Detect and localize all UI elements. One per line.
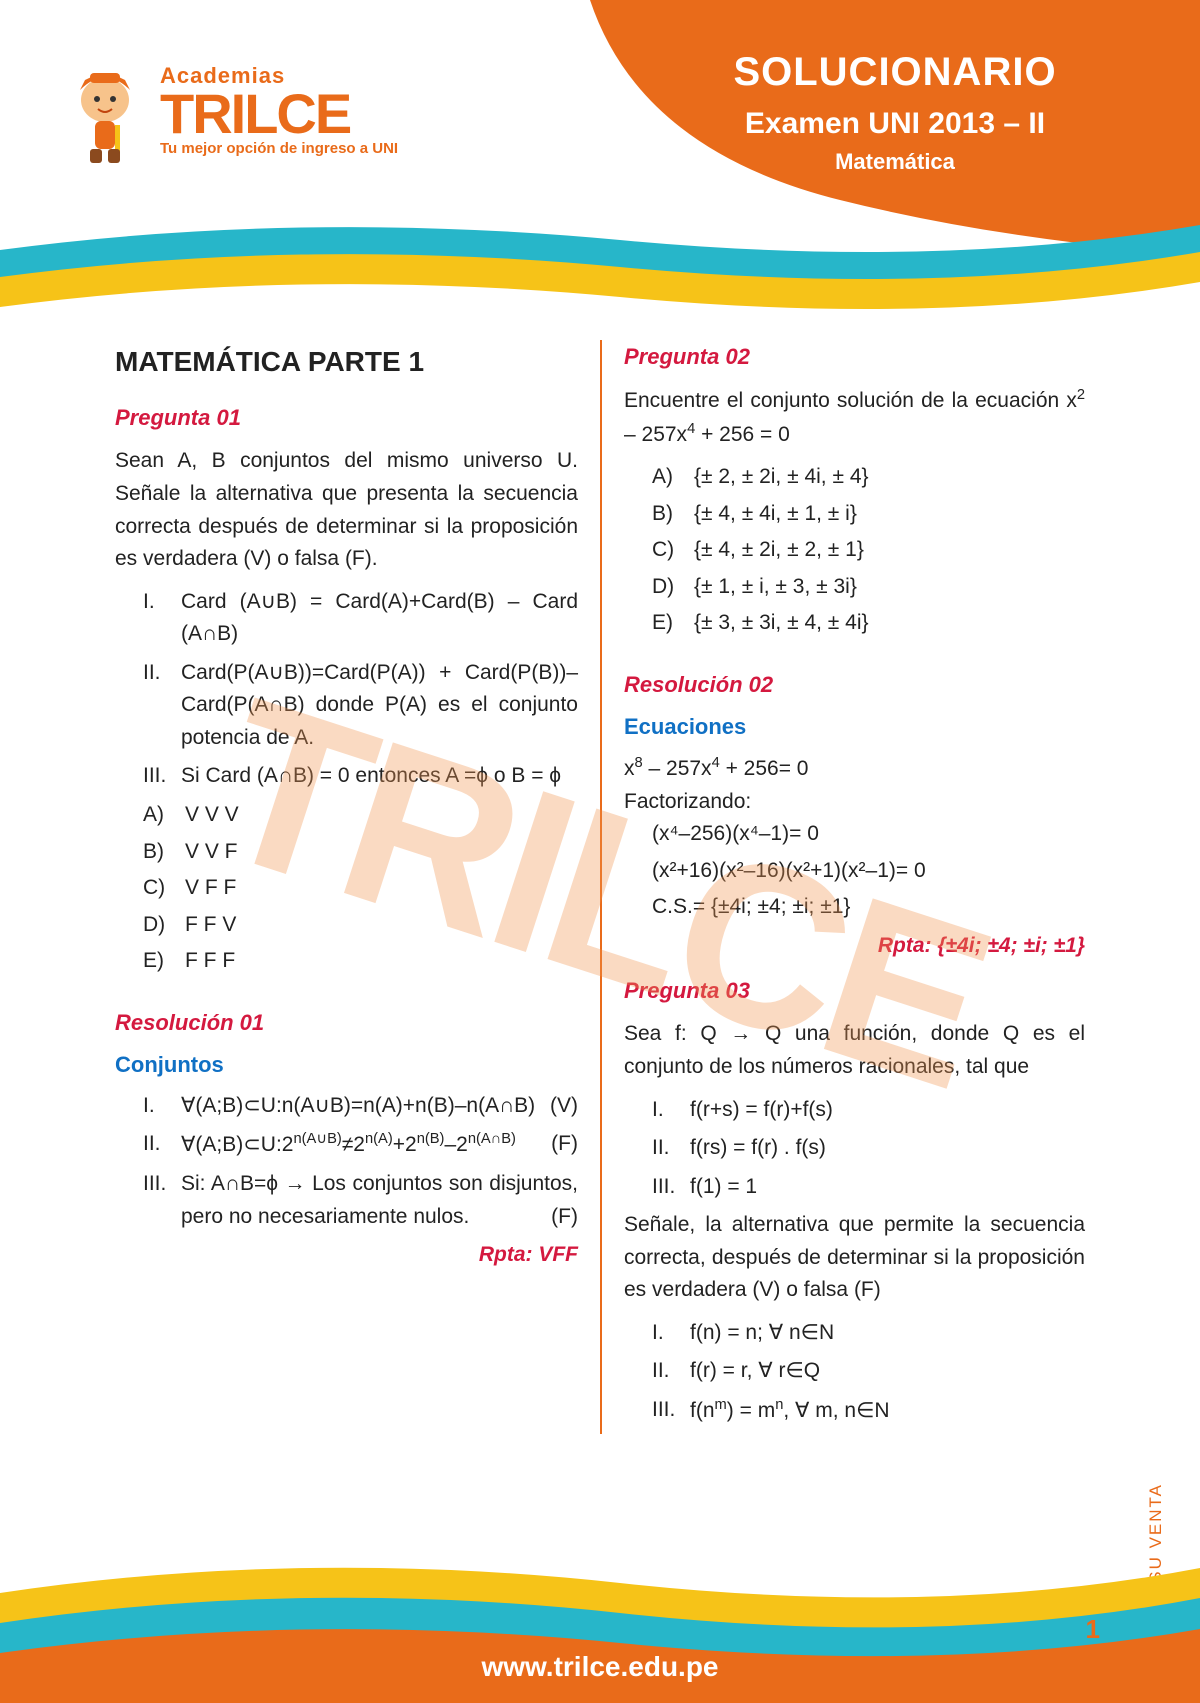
corner-title: SOLUCIONARIO [685,50,1105,95]
resolucion-01-label: Resolución 01 [115,1006,578,1040]
corner-line1: Examen UNI 2013 – II [685,107,1105,141]
corner-text-block: SOLUCIONARIO Examen UNI 2013 – II Matemá… [685,50,1105,175]
p01-opt-a: A)V V V [143,799,578,832]
r02-eq3: (x²+16)(x²–16)(x²+1)(x²–1)= 0 [624,855,1085,888]
pregunta-02-label: Pregunta 02 [624,340,1085,374]
p03-b-ii: II.f(r) = r, ∀ r∈Q [652,1355,1085,1388]
p03-a-i: I.f(r+s) = f(r)+f(s) [652,1094,1085,1127]
r01-item-ii: II. ∀(A;B)⊂U:2n(A∪B)≠2n(A)+2n(B)–2n(A∩B)… [143,1128,578,1162]
r01-rpta: Rpta: VFF [115,1239,578,1272]
p01-alpha-list: A)V V V B)V V F C)V F F D)F F V E)F F F [115,799,578,978]
r02-topic: Ecuaciones [624,710,1085,744]
p01-item-iii: III. Si Card (A∩B) = 0 entonces A =ϕ o B… [143,760,578,793]
r02-eq1: x8 – 257x4 + 256= 0 [624,752,1085,786]
r01-iii-vf: (F) [551,1201,578,1234]
footer-url: www.trilce.edu.pe [481,1651,718,1683]
p01-item-ii: II. Card(P(A∪B))=Card(P(A)) + Card(P(B))… [143,657,578,755]
p02-opt-e: E){± 3, ± 3i, ± 4, ± 4i} [652,607,1085,640]
p02-opt-a: A){± 2, ± 2i, ± 4i, ± 4} [652,461,1085,494]
p01-opt-b: B)V V F [143,836,578,869]
p03-a-iii: III.f(1) = 1 [652,1171,1085,1204]
content-area: MATEMÁTICA PARTE 1 Pregunta 01 Sean A, B… [115,340,1085,1434]
logo-block: Academias TRILCE Tu mejor opción de ingr… [60,55,398,165]
pregunta-03-label: Pregunta 03 [624,974,1085,1008]
r02-eq2: (x⁴–256)(x⁴–1)= 0 [624,818,1085,851]
left-column: MATEMÁTICA PARTE 1 Pregunta 01 Sean A, B… [115,340,600,1434]
roman-label: I. [143,586,181,651]
p03-list-a: I.f(r+s) = f(r)+f(s) II.f(rs) = f(r) . f… [624,1094,1085,1204]
p03-body2: Señale, la alternativa que permite la se… [624,1209,1085,1307]
p01-body: Sean A, B conjuntos del mismo universo U… [115,445,578,575]
logo-tagline: Tu mejor opción de ingreso a UNI [160,140,398,157]
corner-line2: Matemática [685,149,1105,175]
p03-b-iii: III. f(nm) = mn, ∀ m, n∈N [652,1394,1085,1428]
p03-body1: Sea f: Q → Q una función, donde Q es el … [624,1018,1085,1083]
p01-opt-c: C)V F F [143,872,578,905]
p03-a-ii: II.f(rs) = f(r) . f(s) [652,1132,1085,1165]
r01-item-iii: III. Si: A∩B=ϕ → Los conjuntos son disju… [143,1168,578,1233]
roman-label: II. [143,657,181,755]
r01-list: I. ∀(A;B)⊂U:n(A∪B)=n(A)+n(B)–n(A∩B) (V) … [115,1090,578,1233]
top-wave [0,205,1200,315]
p01-item-i: I. Card (A∪B) = Card(A)+Card(B) – Card (… [143,586,578,651]
p02-opt-c: C){± 4, ± 2i, ± 2, ± 1} [652,534,1085,567]
p03-list-b: I.f(n) = n; ∀ n∈N II.f(r) = r, ∀ r∈Q III… [624,1317,1085,1428]
r01-iii-text: Si: A∩B=ϕ → Los conjuntos son disjuntos,… [181,1172,578,1228]
r02-rpta: Rpta: {±4i; ±4; ±i; ±1} [624,930,1085,963]
pregunta-01-label: Pregunta 01 [115,401,578,435]
p02-opt-b: B){± 4, ± 4i, ± 1, ± i} [652,498,1085,531]
p01-iii-text: Si Card (A∩B) = 0 entonces A =ϕ o B = ϕ [181,760,578,793]
p01-opt-d: D)F F V [143,909,578,942]
r01-i-text: ∀(A;B)⊂U:n(A∪B)=n(A)+n(B)–n(A∩B) [181,1094,535,1117]
r01-ii-vf: (F) [551,1128,578,1161]
right-column: Pregunta 02 Encuentre el conjunto soluci… [600,340,1085,1434]
p01-i-text: Card (A∪B) = Card(A)+Card(B) – Card (A∩B… [181,586,578,651]
r01-topic: Conjuntos [115,1048,578,1082]
logo-text: Academias TRILCE Tu mejor opción de ingr… [160,63,398,156]
p02-alpha-list: A){± 2, ± 2i, ± 4i, ± 4} B){± 4, ± 4i, ±… [624,461,1085,640]
logo-main: TRILCE [160,89,398,139]
mascot-icon [60,55,150,165]
r02-fact: Factorizando: [624,786,1085,819]
r02-eq4: C.S.= {±4i; ±4; ±i; ±1} [624,891,1085,924]
p01-opt-e: E)F F F [143,945,578,978]
page-header: Academias TRILCE Tu mejor opción de ingr… [0,0,1200,310]
p02-body: Encuentre el conjunto solución de la ecu… [624,384,1085,451]
p01-roman-list: I. Card (A∪B) = Card(A)+Card(B) – Card (… [115,586,578,793]
section-title: MATEMÁTICA PARTE 1 [115,340,578,383]
resolucion-02-label: Resolución 02 [624,668,1085,702]
p03-b-i: I.f(n) = n; ∀ n∈N [652,1317,1085,1350]
r01-i-vf: (V) [550,1090,578,1123]
roman-label: III. [143,760,181,793]
p01-ii-text: Card(P(A∪B))=Card(P(A)) + Card(P(B))–Car… [181,657,578,755]
page-number: 1 [1086,1614,1100,1645]
r01-item-i: I. ∀(A;B)⊂U:n(A∪B)=n(A)+n(B)–n(A∩B) (V) [143,1090,578,1123]
p02-opt-d: D){± 1, ± i, ± 3, ± 3i} [652,571,1085,604]
